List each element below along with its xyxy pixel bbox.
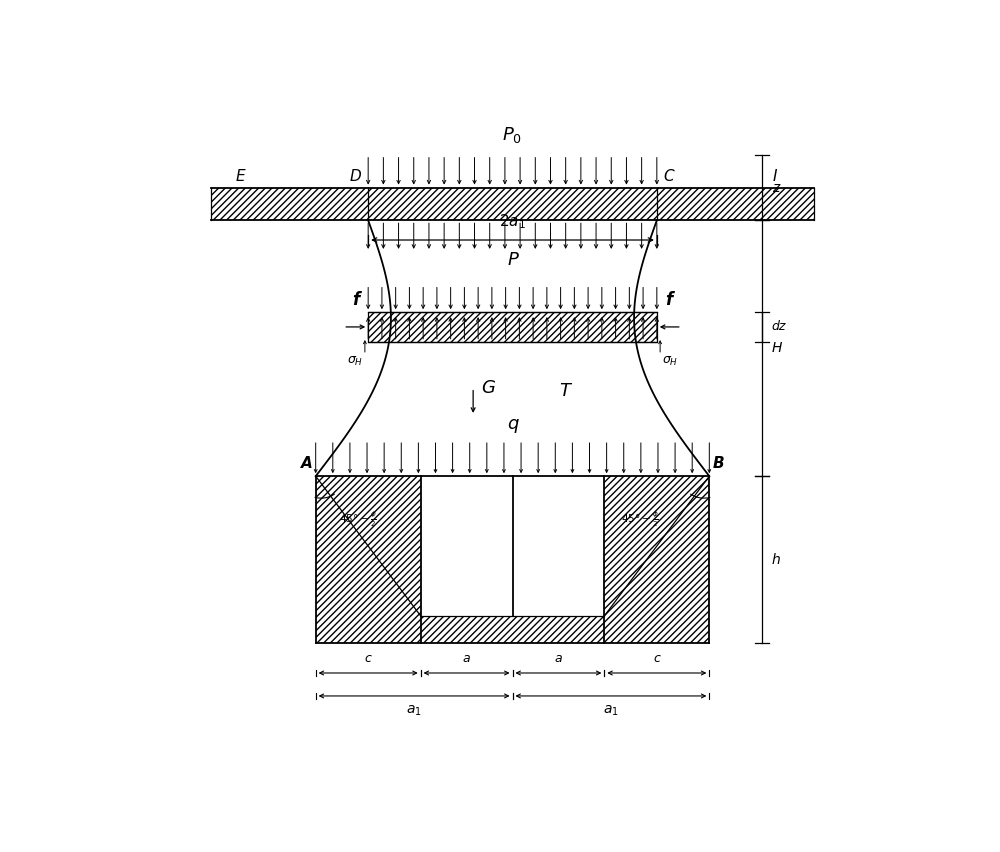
Text: G: G [481, 378, 495, 397]
Text: f: f [665, 291, 673, 309]
Bar [368, 187, 657, 221]
Text: I: I [773, 170, 777, 184]
Text: dz: dz [772, 320, 786, 333]
Text: z: z [772, 181, 779, 194]
Text: A: A [301, 456, 312, 471]
Bar [211, 187, 368, 221]
Text: q: q [507, 415, 518, 433]
Text: $45°-\frac{\phi}{2}$: $45°-\frac{\phi}{2}$ [621, 509, 659, 529]
Text: $\sigma_H$: $\sigma_H$ [347, 354, 363, 368]
Text: c: c [653, 652, 660, 665]
Bar [368, 312, 657, 342]
Bar [316, 476, 421, 643]
Text: $45°-\frac{\phi}{2}$: $45°-\frac{\phi}{2}$ [339, 509, 377, 529]
Text: $\sigma_H$: $\sigma_H$ [662, 354, 678, 368]
Text: E: E [235, 170, 245, 184]
Bar [657, 187, 814, 221]
Text: $2a_1$: $2a_1$ [499, 213, 526, 232]
Text: P: P [507, 250, 518, 268]
Text: $P_0$: $P_0$ [502, 125, 523, 145]
Bar [604, 476, 709, 643]
Text: $a_1$: $a_1$ [603, 704, 619, 718]
Text: D: D [350, 170, 362, 184]
Bar [421, 616, 604, 643]
Text: H: H [772, 342, 782, 355]
Text: a: a [463, 652, 470, 665]
Text: h: h [772, 553, 780, 567]
Text: T: T [559, 382, 570, 400]
Text: B: B [713, 456, 724, 471]
Text: c: c [365, 652, 372, 665]
Text: a: a [555, 652, 562, 665]
Text: f: f [352, 291, 360, 309]
Text: $a_1$: $a_1$ [406, 704, 422, 718]
Text: C: C [663, 170, 674, 184]
